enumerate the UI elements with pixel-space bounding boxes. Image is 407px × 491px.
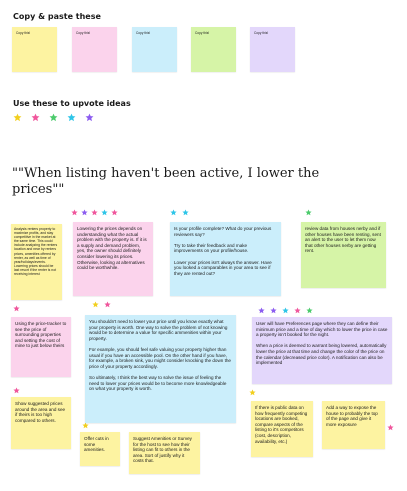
note-public-data[interactable]: If there is public data on how frequentl… — [251, 401, 313, 457]
star-yellow-icon[interactable] — [13, 113, 22, 122]
note-offer-cuts[interactable]: Offer cuts in some amenities. — [80, 432, 120, 466]
note-expose-house[interactable]: Add a way to expose the house to probabl… — [322, 401, 385, 449]
note-review-data[interactable]: review data from houses nerby and if oth… — [301, 222, 386, 288]
star-pink-icon[interactable] — [294, 307, 301, 314]
note-should-not-lower[interactable]: You shouldn't need to lower your price u… — [85, 315, 236, 423]
star-purple-icon[interactable] — [258, 307, 265, 314]
swatch-label: Copy this! — [254, 31, 269, 35]
star-purple-icon[interactable] — [81, 209, 88, 216]
star-green-icon[interactable] — [305, 209, 312, 216]
star-blue-icon[interactable] — [67, 113, 76, 122]
swatch-label: Copy this! — [16, 31, 31, 35]
star-purple-icon[interactable] — [270, 307, 277, 314]
swatch-purple[interactable]: Copy this! — [250, 27, 295, 72]
swatch-green[interactable]: Copy this! — [191, 27, 236, 72]
star-yellow-icon[interactable] — [92, 301, 99, 308]
swatch-yellow[interactable]: Copy this! — [12, 27, 57, 72]
star-yellow-icon[interactable] — [82, 422, 89, 429]
swatch-label: Copy this! — [195, 31, 210, 35]
star-yellow-icon[interactable] — [249, 389, 256, 396]
note-lowering-prices[interactable]: Lowering the prices depends on understan… — [73, 222, 153, 296]
note-preferences-page[interactable]: User will have Preferences page where th… — [252, 317, 392, 384]
star-blue-icon[interactable] — [170, 209, 177, 216]
star-blue-icon[interactable] — [182, 209, 189, 216]
swatch-label: Copy this! — [76, 31, 91, 35]
swatch-blue[interactable]: Copy this! — [132, 27, 177, 72]
star-pink-icon[interactable] — [387, 424, 394, 431]
star-green-icon[interactable] — [49, 113, 58, 122]
upvote-title: Use these to upvote ideas — [13, 99, 131, 108]
note-profile[interactable]: Is your profile complete? What do your p… — [170, 222, 281, 296]
note-suggested-prices[interactable]: Show suggested prices around the area an… — [11, 397, 71, 449]
star-blue-icon[interactable] — [282, 307, 289, 314]
star-green-icon[interactable] — [306, 307, 313, 314]
star-pink-icon[interactable] — [13, 387, 20, 394]
star-pink-icon[interactable] — [13, 305, 20, 312]
star-pink-icon[interactable] — [104, 301, 111, 308]
star-pink-icon[interactable] — [111, 209, 118, 216]
copy-paste-title: Copy & paste these — [13, 12, 101, 21]
board-heading: ""When listing haven't been active, I lo… — [12, 166, 320, 197]
star-pink-icon[interactable] — [71, 209, 78, 216]
star-blue-icon[interactable] — [101, 209, 108, 216]
star-pink-icon[interactable] — [31, 113, 40, 122]
swatch-label: Copy this! — [136, 31, 151, 35]
swatch-pink[interactable]: Copy this! — [72, 27, 117, 72]
star-pink-icon[interactable] — [91, 209, 98, 216]
star-purple-icon[interactable] — [85, 113, 94, 122]
note-suggest-amenities[interactable]: Suggest Amenities or Survey for the host… — [129, 432, 200, 474]
note-analysis[interactable]: Analysis renters property to maximize pr… — [11, 224, 62, 300]
note-price-tracker[interactable]: Using the price-tracker to see the price… — [11, 317, 71, 377]
